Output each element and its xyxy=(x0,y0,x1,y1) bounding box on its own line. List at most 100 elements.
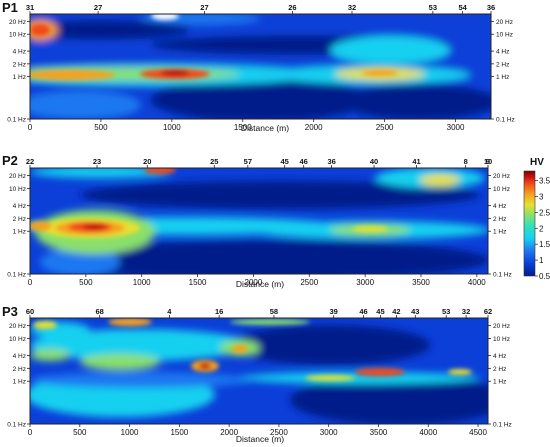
heatmap-p1 xyxy=(30,14,491,119)
axis-ticks-p3: 0 500 1000 1500 2000 2500 3000 3500 4000 4500 0.1 … xyxy=(7,307,512,437)
x-tick-label: 0 xyxy=(28,278,33,287)
y-tick-label-right: 2 Hz xyxy=(493,216,506,223)
y-tick-label-left: 2 Hz xyxy=(13,216,26,223)
y-tick-label-right: 0.1 Hz xyxy=(493,272,512,279)
y-tick-label-left: 20 Hz xyxy=(9,323,26,330)
station-label: 16 xyxy=(215,307,223,316)
x-tick-label: 2500 xyxy=(376,123,394,132)
y-tick-label-right: 10 Hz xyxy=(493,336,510,343)
station-label: 42 xyxy=(392,307,400,316)
station-label: 41 xyxy=(412,157,420,166)
x-tick-label: 1500 xyxy=(170,428,188,437)
y-tick-label-right: 1 Hz xyxy=(493,379,506,386)
station-label: 31 xyxy=(26,3,34,12)
x-tick-label: 2000 xyxy=(305,123,323,132)
y-tick-label-right: 20 Hz xyxy=(496,19,513,26)
panel-p2: P2 xyxy=(2,153,512,289)
x-tick-label: 2500 xyxy=(300,278,318,287)
plot-frame-p1 xyxy=(29,13,492,120)
x-tick-label: 1500 xyxy=(234,123,252,132)
station-label: 39 xyxy=(330,307,338,316)
x-tick-label: 3500 xyxy=(412,278,430,287)
y-tick-label-left: 4 Hz xyxy=(13,353,26,360)
y-tick-label-left: 10 Hz xyxy=(9,32,26,39)
station-label: 20 xyxy=(143,157,151,166)
y-tick-label-left: 10 Hz xyxy=(9,186,26,193)
station-label: 68 xyxy=(96,307,104,316)
y-tick-label-left: 20 Hz xyxy=(9,19,26,26)
station-label: 22 xyxy=(26,157,34,166)
x-tick-label: 4000 xyxy=(468,278,486,287)
x-tick-label: 3000 xyxy=(447,123,465,132)
station-label: 4 xyxy=(167,307,172,316)
station-label: 36 xyxy=(327,157,335,166)
y-tick-label-right: 20 Hz xyxy=(493,173,510,180)
x-tick-label: 4000 xyxy=(419,428,437,437)
y-tick-label-right: 1 Hz xyxy=(493,229,506,236)
station-label: 23 xyxy=(93,157,101,166)
y-tick-label-left: 4 Hz xyxy=(13,49,26,56)
y-tick-label-left: 2 Hz xyxy=(13,366,26,373)
x-tick-label: 2500 xyxy=(270,428,288,437)
x-tick-label: 1000 xyxy=(133,278,151,287)
x-axis-label-p1: Distance (m) xyxy=(241,123,289,133)
y-tick-label-right: 2 Hz xyxy=(493,366,506,373)
station-label: 27 xyxy=(200,3,208,12)
station-label: 45 xyxy=(281,157,289,166)
x-tick-label: 500 xyxy=(94,123,108,132)
station-label: 25 xyxy=(210,157,218,166)
colorbar-tick-label: 2 xyxy=(539,224,544,233)
station-label: 26 xyxy=(288,3,296,12)
y-tick-label-left: 1 Hz xyxy=(13,379,26,386)
y-tick-label-right: 20 Hz xyxy=(493,323,510,330)
colorbar-tick-label: 1.5 xyxy=(539,240,550,249)
colorbar-title: HV xyxy=(530,157,544,168)
axis-ticks-p2: 0 500 1000 1500 2000 2500 3000 3500 4000 0.1 Hz 0.… xyxy=(7,157,512,287)
panel-label-p3: P3 xyxy=(2,304,18,319)
y-tick-label-left: 0.1 Hz xyxy=(7,117,26,124)
x-tick-label: 2000 xyxy=(245,278,263,287)
colorbar-tick-label: 3.5 xyxy=(539,177,550,186)
y-tick-label-right: 1 Hz xyxy=(496,74,509,81)
station-label: 43 xyxy=(411,307,419,316)
colorbar-tick-label: 3 xyxy=(539,192,544,201)
colorbar-tick-label: 0.5 xyxy=(539,272,550,281)
station-label: 53 xyxy=(442,307,450,316)
station-label: 46 xyxy=(300,157,308,166)
x-tick-label: 500 xyxy=(79,278,93,287)
y-tick-label-left: 2 Hz xyxy=(13,61,26,68)
panel-p3: P3 xyxy=(2,304,512,444)
station-label: 53 xyxy=(429,3,437,12)
x-tick-label: 1500 xyxy=(189,278,207,287)
y-tick-label-right: 0.1 Hz xyxy=(493,422,512,429)
plot-frame-p3 xyxy=(29,317,489,425)
y-tick-label-right: 10 Hz xyxy=(496,32,513,39)
panel-p1: P1 xyxy=(2,0,515,133)
station-label: 27 xyxy=(94,3,102,12)
station-label: 54 xyxy=(458,3,467,12)
y-tick-label-left: 0.1 Hz xyxy=(7,272,26,279)
x-tick-label: 3000 xyxy=(320,428,338,437)
panel-label-p2: P2 xyxy=(2,153,18,168)
x-tick-label: 1000 xyxy=(163,123,181,132)
station-label: 46 xyxy=(359,307,367,316)
y-tick-label-left: 20 Hz xyxy=(9,173,26,180)
station-label: 32 xyxy=(462,307,470,316)
station-label: 9 xyxy=(486,157,490,166)
colorbar-tick-label: 2.5 xyxy=(539,208,550,217)
colorbar: HV 3.5 3 2.5 2 1.5 1 0.5 xyxy=(523,157,550,281)
station-label: 10 xyxy=(484,157,492,166)
y-tick-label-right: 4 Hz xyxy=(493,353,506,360)
x-tick-label: 0 xyxy=(28,428,33,437)
x-tick-label: 0 xyxy=(28,123,33,132)
heatmap-p3 xyxy=(30,318,488,424)
station-label: 60 xyxy=(26,307,34,316)
y-tick-label-right: 0.1 Hz xyxy=(496,117,515,124)
y-tick-label-left: 10 Hz xyxy=(9,336,26,343)
y-tick-label-right: 10 Hz xyxy=(493,186,510,193)
x-tick-label: 3000 xyxy=(356,278,374,287)
colorbar-tick-label: 1 xyxy=(539,256,544,265)
y-tick-label-left: 1 Hz xyxy=(13,74,26,81)
x-tick-label: 2000 xyxy=(220,428,238,437)
